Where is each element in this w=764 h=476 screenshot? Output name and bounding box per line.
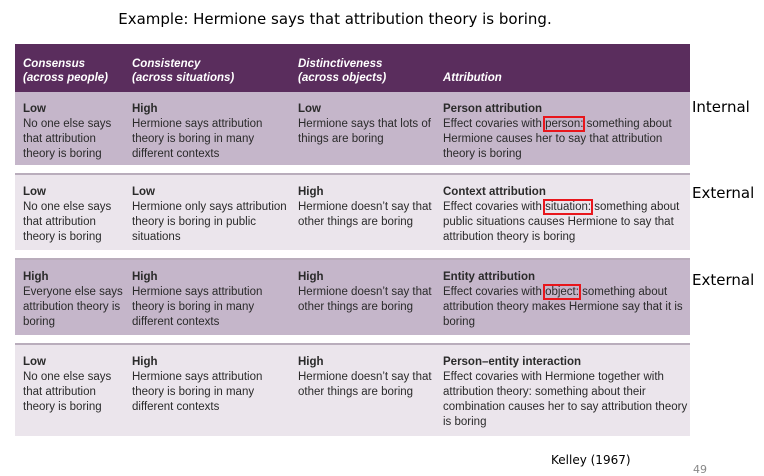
table-row: Low No one else says that attribution the… xyxy=(15,92,690,165)
highlight-box: person: xyxy=(543,116,586,132)
cell-heading: High xyxy=(132,356,158,368)
attribution-type: Context attribution xyxy=(443,186,546,198)
cell-heading: Low xyxy=(23,356,46,368)
attribution-text: Effect covaries with xyxy=(443,286,546,298)
attribution-type: Entity attribution xyxy=(443,271,535,283)
highlight-box: situation: xyxy=(543,199,594,215)
cell-heading: High xyxy=(298,356,324,368)
table-row: High Everyone else says attribution theor… xyxy=(15,258,690,335)
table-cell: Low No one else says that attribution the… xyxy=(23,355,128,415)
cell-heading: Low xyxy=(23,186,46,198)
cell-text: Hermione only says attribution theory is… xyxy=(132,201,287,243)
cell-text: Hermione doesn’t say that other things a… xyxy=(298,371,432,398)
attribution-cell: Person–entity interaction Effect covaries… xyxy=(443,355,688,430)
attribution-text: something about public situations causes… xyxy=(443,201,680,243)
attribution-table: Consensus (across people) Consistency (acr… xyxy=(15,44,690,436)
page-number: 49 xyxy=(693,463,707,476)
cell-heading: High xyxy=(298,186,324,198)
table-cell: High Hermione doesn’t say that other thin… xyxy=(298,355,438,400)
attribution-text: something about Hermione causes her to s… xyxy=(443,118,672,160)
citation: Kelley (1967) xyxy=(551,453,631,467)
table-header: Consensus (across people) Consistency (acr… xyxy=(15,44,690,92)
header-consensus: Consensus (across people) xyxy=(23,58,108,84)
attribution-type: Person–entity interaction xyxy=(443,356,582,368)
cell-text: Hermione says that lots of things are bo… xyxy=(298,118,431,145)
cell-text: Hermione says attribution theory is bori… xyxy=(132,118,263,160)
side-label-external: External xyxy=(692,184,755,202)
cell-text: Hermione says attribution theory is bori… xyxy=(132,286,263,328)
cell-heading: Low xyxy=(132,186,155,198)
table-cell: Low Hermione only says attribution theory… xyxy=(132,185,292,245)
attribution-text: something about attribution theory makes… xyxy=(443,286,683,328)
table-cell: High Hermione doesn’t say that other thin… xyxy=(298,185,438,230)
table-cell: Low Hermione says that lots of things are… xyxy=(298,102,438,147)
side-label-internal: Internal xyxy=(692,98,750,116)
side-label-external: External xyxy=(692,271,755,289)
cell-text: No one else says that attribution theory… xyxy=(23,371,112,413)
attribution-type: Person attribution xyxy=(443,103,543,115)
table-row: Low No one else says that attribution the… xyxy=(15,343,690,436)
cell-heading: High xyxy=(132,103,158,115)
cell-text: Everyone else says attribution theory is… xyxy=(23,286,123,328)
table-cell: Low No one else says that attribution the… xyxy=(23,102,128,162)
cell-heading: Low xyxy=(298,103,321,115)
slide-title: Example: Hermione says that attribution … xyxy=(118,10,552,28)
highlight-box: object: xyxy=(543,284,581,300)
cell-heading: High xyxy=(298,271,324,283)
cell-text: No one else says that attribution theory… xyxy=(23,118,112,160)
attribution-cell: Entity attribution Effect covaries with o… xyxy=(443,270,688,330)
table-row: Low No one else says that attribution the… xyxy=(15,173,690,250)
cell-text: Hermione doesn’t say that other things a… xyxy=(298,201,432,228)
attribution-cell: Context attribution Effect covaries with … xyxy=(443,185,688,245)
table-cell: High Hermione says attribution theory is … xyxy=(132,270,292,330)
cell-text: Hermione doesn’t say that other things a… xyxy=(298,286,432,313)
table-cell: High Everyone else says attribution theor… xyxy=(23,270,128,330)
attribution-text: Effect covaries with xyxy=(443,201,546,213)
table-cell: Low No one else says that attribution the… xyxy=(23,185,128,245)
attribution-text: Effect covaries with xyxy=(443,118,546,130)
cell-heading: High xyxy=(23,271,49,283)
cell-heading: Low xyxy=(23,103,46,115)
attribution-cell: Person attribution Effect covaries with p… xyxy=(443,102,688,162)
header-consistency: Consistency (across situations) xyxy=(132,58,235,84)
table-cell: High Hermione doesn’t say that other thin… xyxy=(298,270,438,315)
header-distinctiveness: Distinctiveness (across objects) xyxy=(298,58,387,84)
table-cell: High Hermione says attribution theory is … xyxy=(132,102,292,162)
cell-heading: High xyxy=(132,271,158,283)
table-cell: High Hermione says attribution theory is … xyxy=(132,355,292,415)
attribution-text: Effect covaries with Hermione together w… xyxy=(443,371,688,428)
header-attribution: Attribution xyxy=(443,72,502,84)
cell-text: No one else says that attribution theory… xyxy=(23,201,112,243)
cell-text: Hermione says attribution theory is bori… xyxy=(132,371,263,413)
